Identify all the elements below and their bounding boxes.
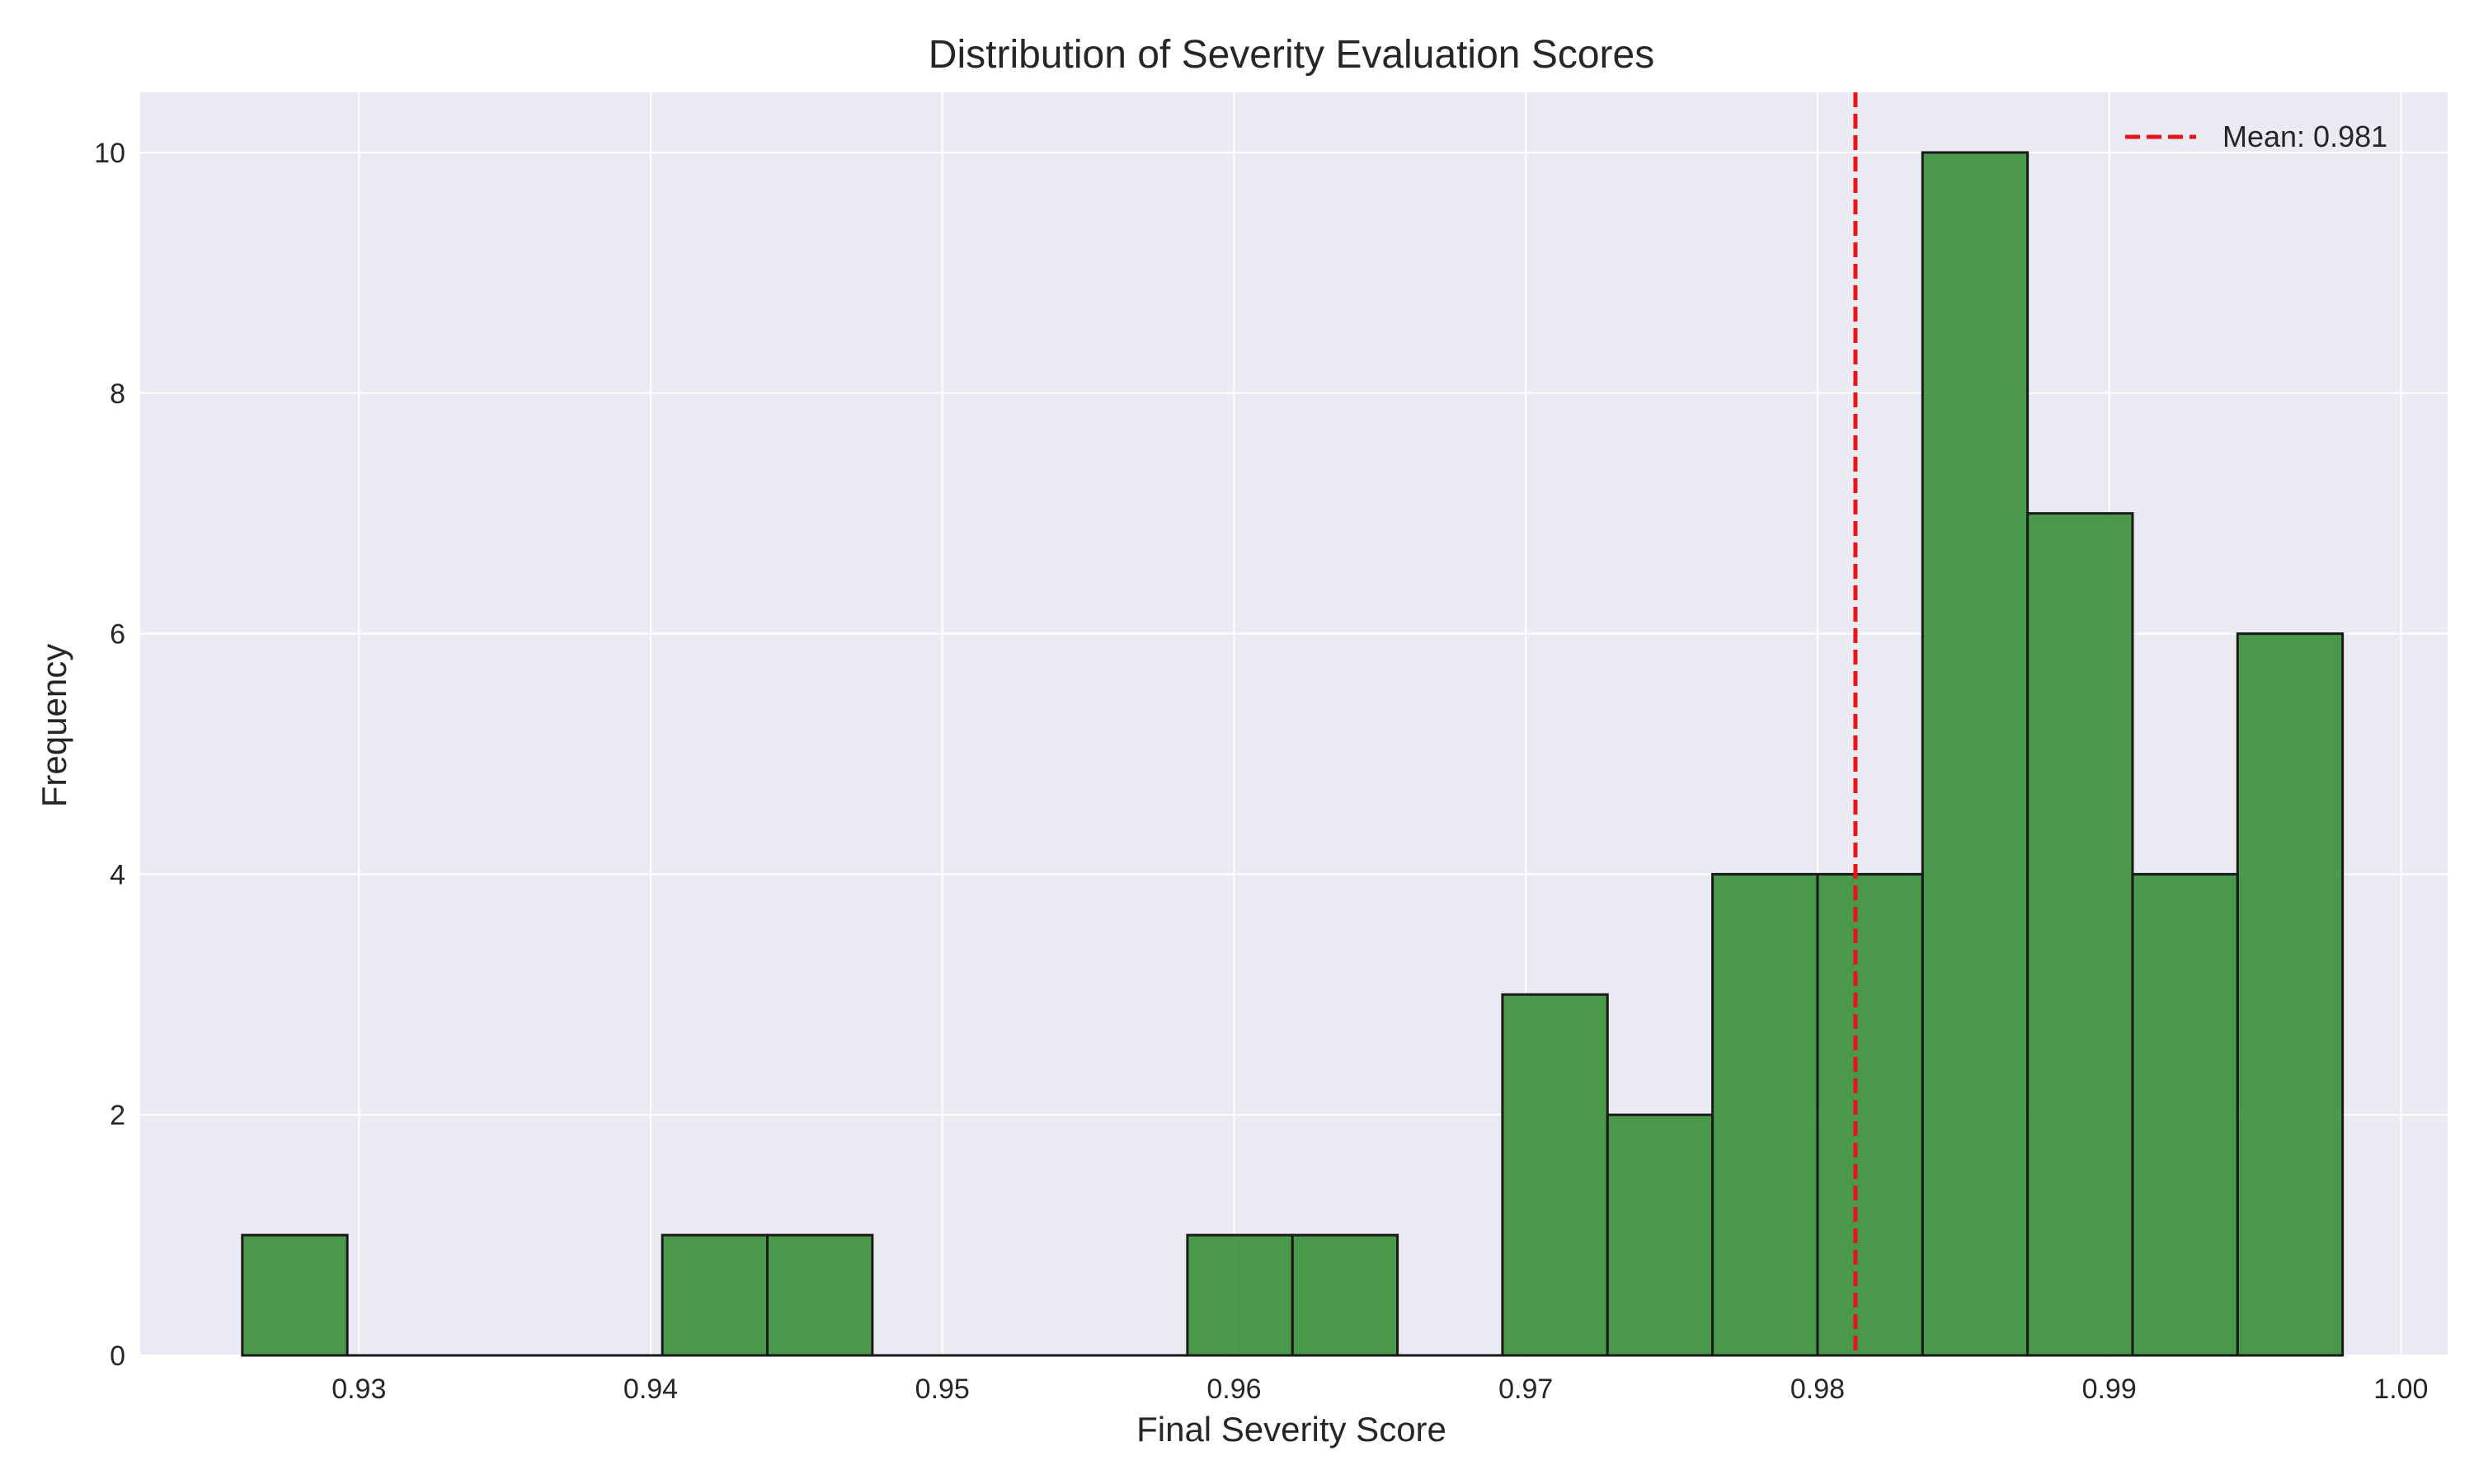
histogram-bar [1606,1113,1714,1357]
x-tick-label: 0.94 [623,1374,678,1405]
x-tick-label: 0.95 [915,1374,970,1405]
histogram-bar [1921,151,2030,1357]
histogram-bar [1291,1233,1399,1357]
x-tick-label: 0.99 [2082,1374,2137,1405]
bar-layer [241,151,2345,1357]
x-tick-label: 0.97 [1498,1374,1553,1405]
x-tick-label: 0.96 [1206,1374,1261,1405]
histogram-bar [766,1233,874,1357]
histogram-bar [1186,1233,1294,1357]
histogram-bar [2131,872,2239,1357]
y-tick-label: 0 [110,1341,125,1372]
y-tick-label: 4 [110,859,125,890]
y-tick-label: 6 [110,619,125,650]
y-axis-label: Frequency [35,644,73,807]
chart-title: Distribution of Severity Evaluation Scor… [929,33,1654,77]
histogram-bar [2236,632,2345,1357]
y-tick-label: 2 [110,1100,125,1131]
tick-label-layer: 0.93 0.94 0.95 0.96 0.97 0.98 0.99 1.00 0 2 4 6 8 10 [94,138,2428,1405]
legend: Mean: 0.981 [2125,120,2387,153]
x-tick-label: 0.93 [332,1374,386,1405]
histogram-bar [1816,872,1924,1357]
x-axis-label: Final Severity Score [1136,1410,1446,1449]
histogram-bar [241,1233,349,1357]
legend-mean-label: Mean: 0.981 [2222,120,2387,153]
x-tick-label: 0.98 [1790,1374,1845,1405]
histogram-bar [2026,512,2134,1357]
histogram-bar [1711,872,1819,1357]
y-tick-label: 10 [94,138,125,169]
histogram-bar [1501,993,1609,1357]
y-tick-label: 8 [110,378,125,410]
histogram-bar [661,1233,769,1357]
x-tick-label: 1.00 [2373,1374,2428,1405]
